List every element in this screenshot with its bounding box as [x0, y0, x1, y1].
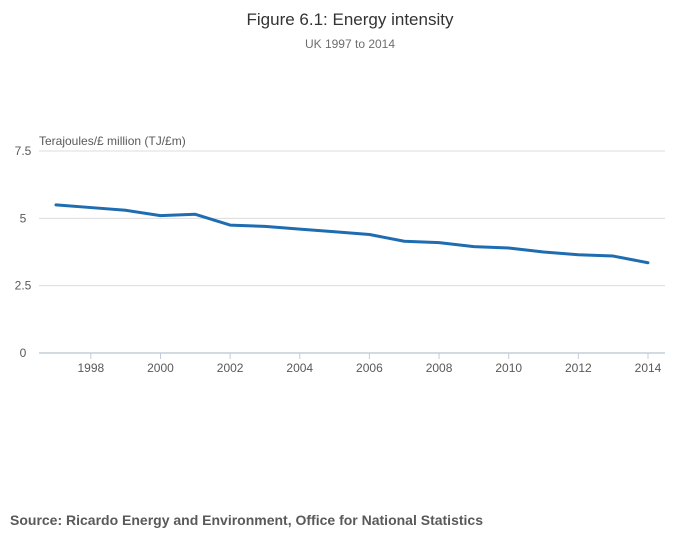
- source-note: Source: Ricardo Energy and Environment, …: [10, 512, 483, 528]
- x-tick-label: 2006: [356, 361, 383, 375]
- x-tick-label: 2012: [565, 361, 592, 375]
- x-tick-label: 2008: [426, 361, 453, 375]
- chart-title: Figure 6.1: Energy intensity: [246, 10, 454, 29]
- y-tick-label: 0: [20, 346, 27, 360]
- y-tick-label: 2.5: [15, 279, 32, 293]
- x-tick-label: 2004: [286, 361, 313, 375]
- x-tick-label: 1998: [77, 361, 104, 375]
- x-tick-label: 2014: [635, 361, 662, 375]
- chart-header: Figure 6.1: Energy intensity UK 1997 to …: [0, 0, 700, 51]
- x-tick-label: 2010: [495, 361, 522, 375]
- y-axis-title: Terajoules/£ million (TJ/£m): [39, 134, 186, 148]
- x-tick-label: 2000: [147, 361, 174, 375]
- y-tick-label: 7.5: [15, 144, 32, 158]
- chart-subtitle: UK 1997 to 2014: [304, 37, 396, 51]
- energy-intensity-line: [54, 203, 650, 265]
- y-tick-label: 5: [20, 211, 27, 225]
- x-tick-label: 2002: [217, 361, 244, 375]
- energy-intensity-line-chart: 7.5 5 2.5 0 1998 2000 2002 2004 2006 2008 2010 2012…: [15, 144, 665, 375]
